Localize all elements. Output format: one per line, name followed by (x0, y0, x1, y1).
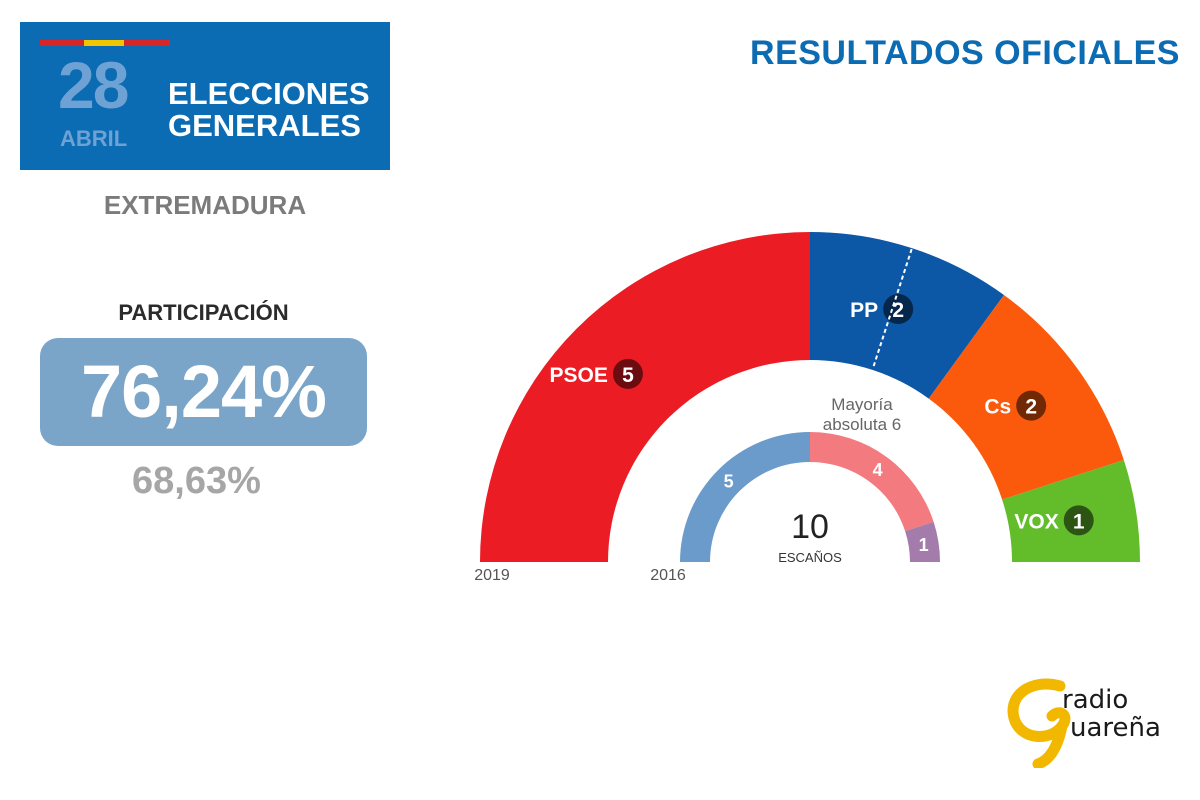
seat-count-cs: 2 (1025, 396, 1037, 419)
seat-count-vox: 1 (1073, 510, 1085, 533)
spain-flag-stripe (40, 40, 170, 46)
majority-label-line2: absoluta 6 (823, 415, 901, 434)
majority-label-line1: Mayoría (831, 395, 893, 414)
party-name-psoe: PSOE (550, 364, 608, 387)
ring-year-2016: 2016 (650, 567, 686, 584)
seat-count-2016-party-3: 1 (919, 535, 929, 555)
party-name-pp: PP (850, 299, 878, 322)
region-name: EXTREMADURA (103, 190, 307, 220)
election-title-line2: GENERALES (168, 108, 361, 143)
seat-badge-cs (1016, 390, 1047, 421)
radio-guarena-logo: radio uareña G (1007, 678, 1161, 768)
seat-badge-psoe (612, 358, 643, 389)
ring-year-2019: 2019 (474, 567, 510, 584)
seat-count-2016-party-2: 4 (873, 460, 883, 480)
participation-current: 76,24% (40, 338, 367, 446)
logo-line1: radio (1062, 685, 1128, 715)
seat-segment-2016-party-2 (810, 432, 934, 532)
seat-segment-2019-psoe (480, 232, 810, 562)
election-month: ABRIL (60, 126, 128, 151)
seat-count-2016-party-1: 5 (724, 472, 734, 492)
results-title: RESULTADOS OFICIALES (750, 34, 1180, 72)
total-seats-label: ESCAÑOS (778, 550, 842, 565)
seat-count-psoe: 5 (622, 364, 634, 387)
seat-segment-2016-party-1 (680, 432, 810, 562)
seat-segment-2016-party-3 (905, 521, 940, 562)
participation-label: PARTICIPACIÓN (118, 300, 289, 325)
seat-count-pp: 2 (892, 299, 904, 322)
party-name-vox: VOX (1014, 510, 1058, 533)
seat-chart: PSOE 5 PP 2 Cs 2 VOX 1 2019 5 4 1 2016 Mayoríaabsolut… (474, 232, 1140, 584)
seat-badge-vox (1063, 505, 1094, 536)
election-title: ELECCIONES GENERALES (168, 78, 370, 142)
logo-line2: uareña (1070, 713, 1161, 743)
election-banner: 28 ABRIL ELECCIONES GENERALES (20, 22, 390, 170)
participation-previous: 68,63% (132, 460, 261, 502)
total-seats: 10 (791, 508, 829, 546)
party-name-cs: Cs (984, 396, 1011, 419)
election-title-line1: ELECCIONES (168, 76, 370, 111)
election-day: 28 (58, 48, 129, 122)
